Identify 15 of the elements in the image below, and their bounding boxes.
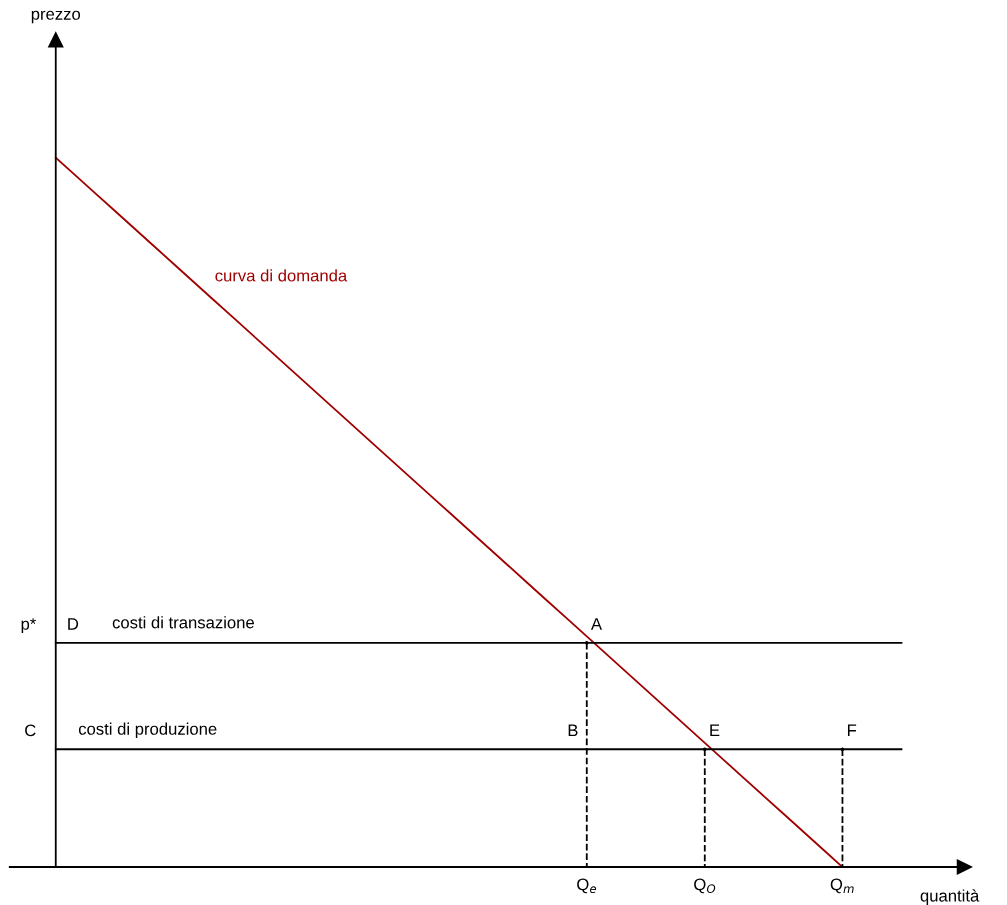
x-axis-title: quantità: [920, 889, 980, 905]
text: C: [25, 724, 36, 737]
series-label: curva di domanda: [215, 269, 348, 282]
annotation: A: [590, 618, 603, 630]
annotation: D: [68, 618, 79, 630]
x-tick-label: Q$_{O}$: [694, 878, 716, 894]
annotation: F: [847, 724, 857, 737]
annotation: E: [710, 724, 720, 737]
x-tick-label: Q$_{m}$: [830, 878, 854, 894]
text: prezzo: [31, 10, 81, 24]
series-label: costi di produzione: [78, 722, 217, 739]
x-tick-label: Q$_{e}$: [577, 878, 597, 894]
text: p*: [21, 618, 37, 634]
annotation: B: [568, 724, 578, 737]
series-label: costi di transazione: [112, 616, 254, 629]
